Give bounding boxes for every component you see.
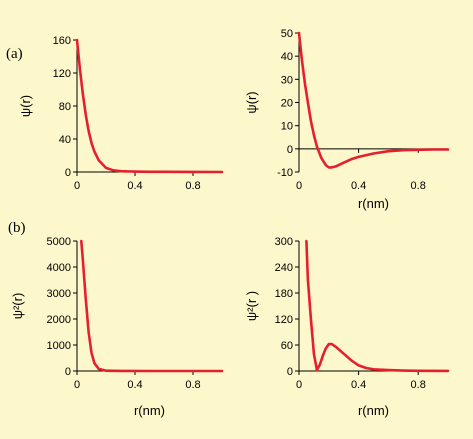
chart-b-left: 0 1000 2000 3000 4000 5000 0 0.4 0.8 ψ²(r) r(nm) bbox=[10, 236, 224, 418]
y-tick-label: 0 bbox=[287, 366, 293, 378]
x-axis-label: r(nm) bbox=[134, 403, 165, 418]
x-tick-label: 0.4 bbox=[127, 379, 142, 391]
y-tick-label: 30 bbox=[281, 74, 293, 86]
y-tick-label: 20 bbox=[281, 98, 293, 110]
x-tick-label: 0 bbox=[296, 180, 302, 192]
y-tick-label: 40 bbox=[59, 134, 71, 146]
y-tick-label: 120 bbox=[53, 68, 71, 80]
y-axis-label: ψ(r) bbox=[18, 95, 33, 117]
y-tick-label: 160 bbox=[53, 35, 71, 47]
y-tick-label: 80 bbox=[59, 101, 71, 113]
x-tick-label: 0.4 bbox=[351, 379, 366, 391]
x-tick-label: 0 bbox=[74, 180, 80, 192]
y-tick-label: 180 bbox=[275, 288, 293, 300]
x-tick-label: 0.8 bbox=[411, 180, 426, 192]
y-tick-label: 5000 bbox=[47, 236, 71, 248]
chart-b-right: 0 60 120 180 240 300 0 0.4 0.8 ψ²(r ) r(nm) bbox=[244, 236, 450, 418]
y-tick-label: 300 bbox=[275, 236, 293, 248]
x-tick-label: 0.8 bbox=[411, 379, 426, 391]
y-tick-label: 1000 bbox=[47, 340, 71, 352]
x-tick-label: 0.4 bbox=[351, 180, 366, 192]
y-tick-label: 2000 bbox=[47, 314, 71, 326]
y-tick-label: 3000 bbox=[47, 288, 71, 300]
y-tick-label: 10 bbox=[281, 121, 293, 133]
y-tick-label: 0 bbox=[65, 167, 71, 179]
panel-label-a: (a) bbox=[6, 46, 23, 62]
x-tick-label: 0 bbox=[296, 379, 302, 391]
series-line bbox=[80, 239, 224, 373]
y-tick-label: 0 bbox=[65, 366, 71, 378]
series-line bbox=[305, 239, 450, 373]
y-axis-label: ψ(r) bbox=[244, 91, 259, 113]
y-tick-label: -10 bbox=[277, 167, 293, 179]
y-tick-label: 50 bbox=[281, 28, 293, 40]
x-tick-label: 0.8 bbox=[185, 180, 200, 192]
series-line bbox=[297, 31, 450, 169]
x-axis-label: r(nm) bbox=[358, 403, 389, 418]
x-tick-label: 0 bbox=[74, 379, 80, 391]
series-line bbox=[75, 38, 224, 174]
y-tick-label: 0 bbox=[287, 144, 293, 156]
y-tick-label: 60 bbox=[281, 340, 293, 352]
y-axis-label: ψ²(r) bbox=[10, 293, 25, 320]
y-tick-label: 40 bbox=[281, 51, 293, 63]
y-tick-label: 4000 bbox=[47, 262, 71, 274]
panel-label-b: (b) bbox=[8, 220, 26, 236]
x-axis-label: r(nm) bbox=[358, 196, 389, 211]
y-axis-label: ψ²(r ) bbox=[244, 291, 259, 321]
y-tick-label: 240 bbox=[275, 262, 293, 274]
chart-a-left: 0 40 80 120 160 0 0.4 0.8 ψ(r) bbox=[18, 35, 224, 192]
x-tick-label: 0.4 bbox=[127, 180, 142, 192]
y-tick-label: 120 bbox=[275, 314, 293, 326]
x-tick-label: 0.8 bbox=[185, 379, 200, 391]
